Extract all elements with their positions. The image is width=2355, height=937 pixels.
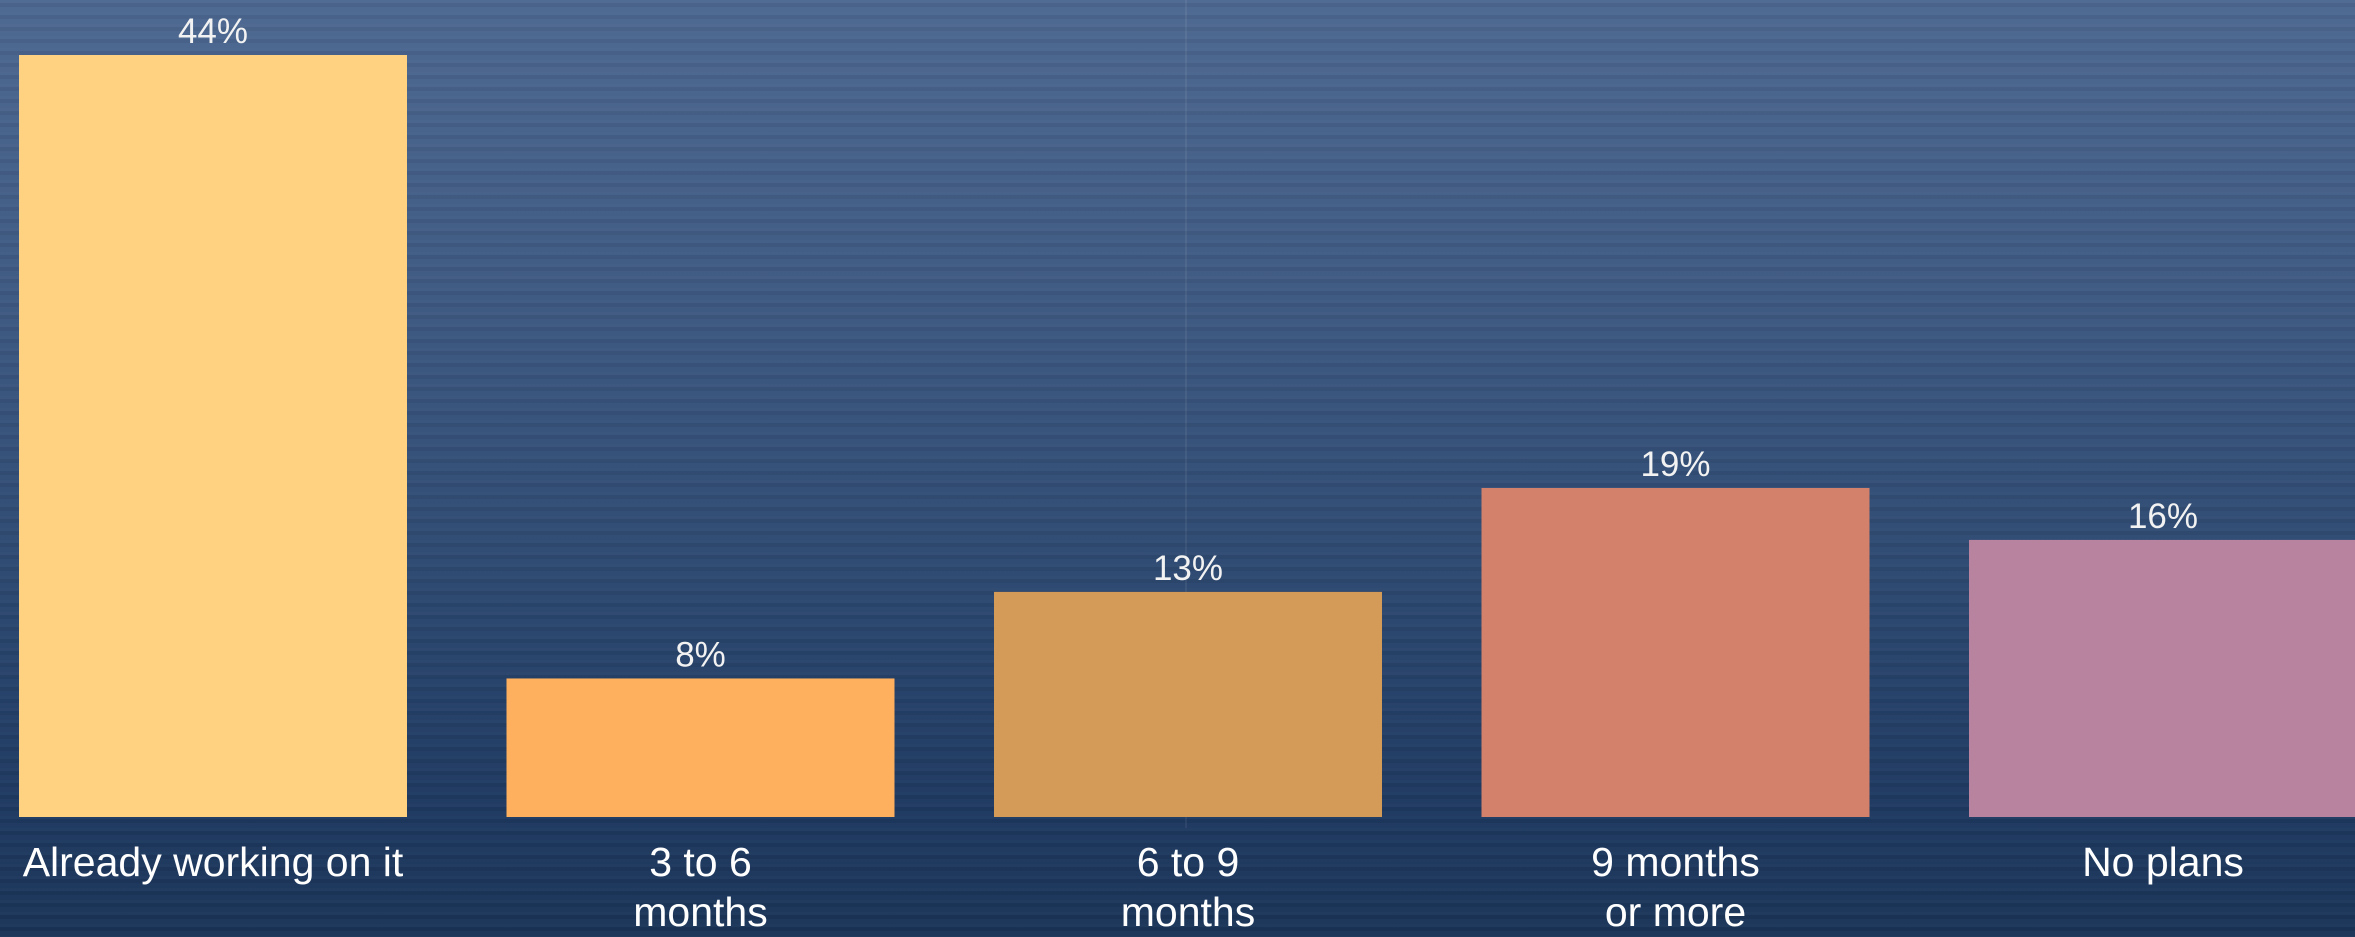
value-label-2: 13%: [1153, 549, 1223, 588]
category-label-2-line-1: months: [1121, 889, 1255, 935]
bar-3: [1481, 487, 1870, 817]
category-label-0: Already working on it: [23, 839, 404, 885]
value-label-3: 19%: [1640, 445, 1710, 484]
category-label-3-line-0: 9 months: [1591, 839, 1760, 885]
value-label-0: 44%: [178, 12, 248, 51]
category-label-1-line-1: months: [633, 889, 767, 935]
bar-0: [19, 55, 407, 817]
category-label-2-line-0: 6 to 9: [1137, 839, 1240, 885]
category-label-1-line-0: 3 to 6: [649, 839, 752, 885]
category-label-4: No plans: [2082, 839, 2244, 885]
value-label-1: 8%: [675, 635, 726, 674]
category-label-3-line-1: or more: [1605, 889, 1746, 935]
bar-1: [506, 678, 895, 817]
value-label-4: 16%: [2128, 497, 2198, 536]
bar-4: [1969, 539, 2355, 817]
value-labels-layer: 44% 8% 13% 19% 16%: [178, 12, 2198, 674]
bar-2: [994, 591, 1382, 817]
bars-layer: [19, 55, 2355, 817]
